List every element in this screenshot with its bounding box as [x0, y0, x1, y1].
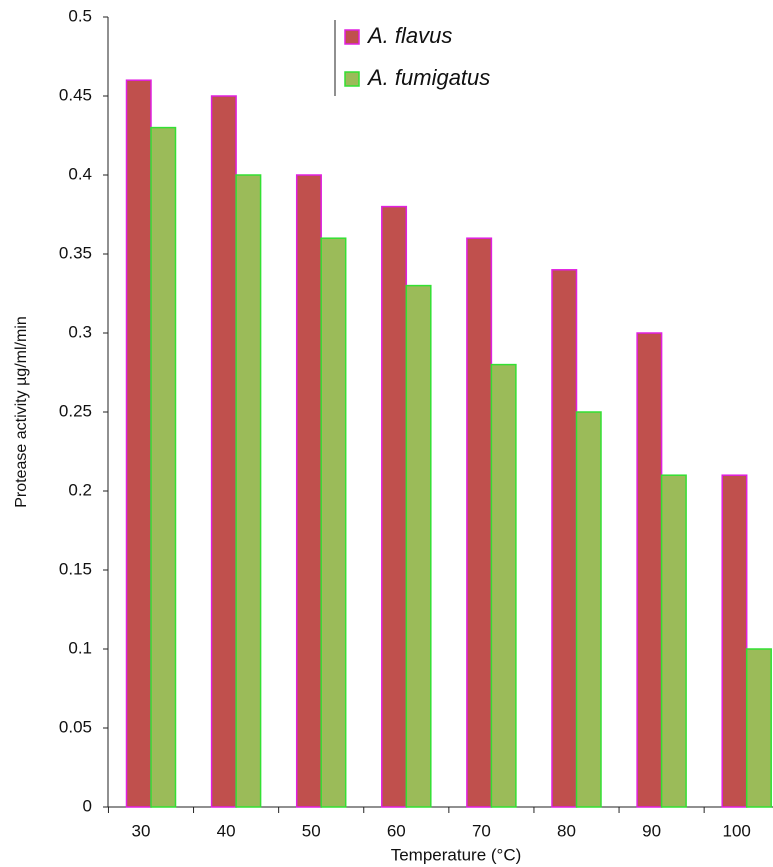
legend: A. flavus A. fumigatus — [344, 23, 490, 90]
x-tick-label: 90 — [642, 821, 661, 840]
y-tick-label: 0.45 — [59, 85, 92, 104]
y-tick-label: 0 — [83, 796, 92, 815]
x-tick-label: 60 — [387, 821, 406, 840]
y-tick-label: 0.5 — [68, 6, 92, 25]
y-tick-label: 0.35 — [59, 243, 92, 262]
bar — [405, 284, 432, 808]
bar — [745, 648, 772, 808]
bar — [466, 237, 493, 808]
bar — [490, 363, 517, 808]
legend-label: A. flavus — [366, 23, 452, 48]
y-tick-label: 0.1 — [68, 638, 92, 657]
legend-label: A. fumigatus — [366, 65, 490, 90]
bar — [551, 269, 578, 808]
legend-swatch — [344, 29, 360, 45]
y-tick-label: 0.2 — [68, 480, 92, 499]
x-tick-label: 50 — [302, 821, 321, 840]
bar — [235, 174, 262, 808]
bar — [660, 474, 687, 808]
x-tick-label: 100 — [723, 821, 751, 840]
y-tick-label: 0.25 — [59, 401, 92, 420]
y-tick-label: 0.05 — [59, 717, 92, 736]
x-tick-label: 40 — [217, 821, 236, 840]
x-tick-label: 80 — [557, 821, 576, 840]
bar — [295, 174, 322, 808]
x-tick-label: 30 — [132, 821, 151, 840]
bar — [125, 79, 152, 808]
bar — [150, 126, 177, 808]
x-tick-label: 70 — [472, 821, 491, 840]
y-tick-label: 0.15 — [59, 559, 92, 578]
y-axis-label: Protease activity µg/ml/min — [13, 316, 30, 508]
legend-swatch — [344, 71, 360, 87]
bar — [210, 95, 237, 808]
x-axis-label: Temperature (°C) — [391, 845, 522, 864]
bar — [575, 411, 602, 808]
y-tick-label: 0.4 — [68, 164, 92, 183]
bar — [381, 205, 408, 808]
bar — [721, 474, 748, 808]
bar — [636, 332, 663, 808]
y-tick-label: 0.3 — [68, 322, 92, 341]
bar — [320, 237, 347, 808]
